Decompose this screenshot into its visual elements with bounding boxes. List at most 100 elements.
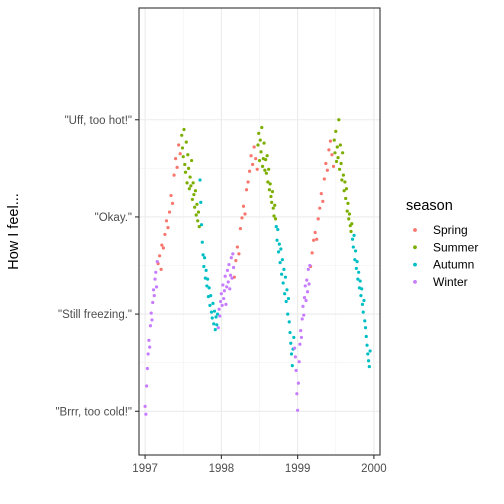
data-point bbox=[336, 156, 340, 160]
major-gridlines bbox=[139, 8, 380, 455]
data-point bbox=[221, 283, 225, 287]
series-spring bbox=[156, 139, 336, 279]
data-point bbox=[255, 167, 259, 171]
data-point bbox=[342, 189, 346, 193]
legend-label: Autumn bbox=[433, 258, 474, 272]
data-point bbox=[183, 170, 188, 174]
data-point bbox=[299, 329, 303, 333]
data-point bbox=[275, 238, 279, 242]
data-point bbox=[183, 162, 187, 167]
data-point bbox=[199, 200, 203, 204]
data-point bbox=[350, 237, 355, 241]
y-tick-label: "Uff, too hot!" bbox=[65, 115, 132, 127]
legend-item-winter: Winter bbox=[413, 275, 468, 289]
data-point bbox=[357, 270, 361, 274]
data-point bbox=[252, 145, 256, 149]
data-point bbox=[354, 266, 358, 271]
data-point bbox=[365, 343, 369, 347]
data-point bbox=[315, 237, 319, 241]
data-point bbox=[344, 196, 348, 201]
data-point bbox=[346, 201, 350, 205]
data-point bbox=[292, 346, 297, 350]
data-point bbox=[296, 408, 300, 412]
data-point bbox=[202, 256, 207, 260]
data-point bbox=[295, 392, 299, 396]
data-point bbox=[351, 245, 355, 249]
data-point bbox=[328, 139, 333, 143]
data-point bbox=[290, 364, 294, 368]
data-point bbox=[318, 206, 322, 210]
data-point bbox=[308, 263, 312, 268]
data-point bbox=[148, 345, 152, 349]
legend-label: Winter bbox=[433, 275, 468, 289]
data-point bbox=[264, 157, 268, 162]
data-point bbox=[195, 202, 199, 206]
data-point bbox=[341, 151, 345, 155]
data-point bbox=[349, 229, 353, 234]
data-point bbox=[163, 232, 167, 237]
data-point bbox=[363, 319, 367, 323]
data-point bbox=[212, 309, 217, 313]
data-point bbox=[298, 342, 302, 346]
data-point bbox=[174, 157, 178, 161]
data-point bbox=[175, 165, 179, 169]
data-point bbox=[228, 273, 233, 277]
data-point bbox=[262, 141, 266, 145]
data-point bbox=[145, 384, 149, 388]
data-point bbox=[153, 277, 157, 281]
legend-item-summer: Summer bbox=[413, 240, 478, 254]
data-point bbox=[238, 226, 243, 231]
data-point bbox=[260, 164, 265, 168]
data-point bbox=[345, 209, 349, 213]
data-point bbox=[283, 275, 288, 279]
data-point bbox=[297, 360, 301, 364]
data-point bbox=[224, 302, 228, 306]
data-point bbox=[207, 286, 211, 290]
data-point bbox=[249, 154, 253, 158]
data-point bbox=[362, 298, 366, 303]
data-point bbox=[219, 299, 223, 304]
data-point bbox=[151, 288, 156, 292]
data-point bbox=[344, 187, 349, 191]
data-point bbox=[360, 302, 365, 306]
data-point bbox=[152, 294, 156, 298]
data-point bbox=[148, 324, 153, 328]
legend-key bbox=[413, 245, 417, 250]
data-point bbox=[206, 277, 210, 281]
data-point bbox=[258, 138, 262, 142]
data-point bbox=[361, 310, 365, 314]
data-point bbox=[335, 145, 339, 149]
data-point bbox=[316, 217, 320, 221]
data-point bbox=[241, 204, 246, 208]
data-point bbox=[202, 264, 206, 269]
data-point bbox=[237, 252, 241, 256]
data-point bbox=[185, 181, 189, 185]
data-point bbox=[205, 284, 209, 288]
data-point bbox=[299, 335, 304, 340]
data-point bbox=[319, 192, 323, 196]
legend-title: season bbox=[406, 198, 453, 214]
data-point bbox=[286, 296, 291, 301]
data-point bbox=[321, 199, 325, 203]
data-point bbox=[330, 153, 334, 157]
legend-items: Spring Summer Autumn Winter bbox=[413, 223, 478, 289]
data-point bbox=[193, 205, 197, 209]
data-point bbox=[325, 168, 329, 172]
data-point bbox=[216, 326, 220, 330]
data-point bbox=[260, 125, 264, 130]
data-point bbox=[273, 217, 278, 221]
data-point bbox=[337, 118, 341, 122]
data-point bbox=[312, 238, 316, 242]
data-point bbox=[271, 206, 275, 210]
data-point bbox=[198, 178, 202, 182]
data-point bbox=[247, 169, 252, 173]
data-point bbox=[366, 352, 370, 356]
y-axis-title: How I feel... bbox=[6, 193, 22, 270]
data-point bbox=[222, 289, 227, 293]
data-point bbox=[154, 285, 159, 289]
data-point bbox=[343, 180, 347, 184]
data-point bbox=[167, 210, 172, 214]
data-point bbox=[334, 159, 339, 164]
data-point bbox=[294, 368, 298, 373]
data-point bbox=[225, 268, 230, 272]
